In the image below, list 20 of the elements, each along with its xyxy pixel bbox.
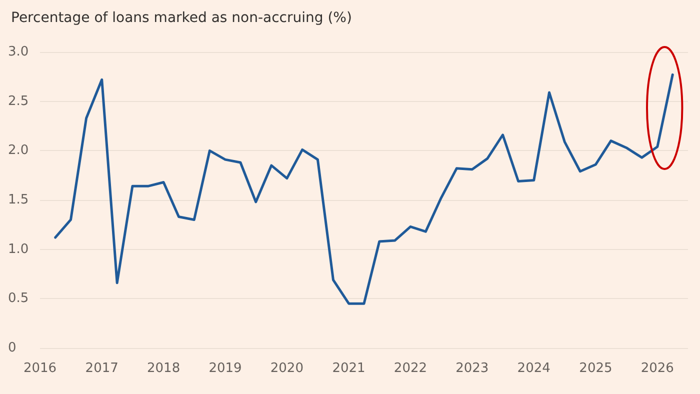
x-tick-label: 2023 xyxy=(456,361,489,376)
y-tick-label: 1.0 xyxy=(8,242,29,257)
x-tick-label: 2016 xyxy=(23,361,57,376)
x-tick-label: 2017 xyxy=(85,361,118,376)
y-tick-label: 0.5 xyxy=(8,291,29,306)
x-tick-label: 2024 xyxy=(517,361,550,376)
chart-title: Percentage of loans marked as non-accruing (%) xyxy=(11,10,352,26)
line-series xyxy=(54,73,674,305)
y-tick-label: 3.0 xyxy=(8,44,29,60)
y-tick-label: 1.5 xyxy=(8,192,29,208)
y-tick-label: 0 xyxy=(8,340,16,356)
y-tick-label: 2.5 xyxy=(8,94,29,109)
x-tick-label: 2018 xyxy=(147,361,180,376)
x-tick-label: 2025 xyxy=(579,361,612,376)
x-tick-label: 2026 xyxy=(640,361,674,376)
x-tick-label: 2021 xyxy=(332,361,366,376)
y-tick-label: 2.0 xyxy=(8,143,29,158)
x-tick-label: 2022 xyxy=(394,361,428,376)
x-tick-label: 2020 xyxy=(270,361,304,376)
x-tick-label: 2019 xyxy=(208,361,242,376)
